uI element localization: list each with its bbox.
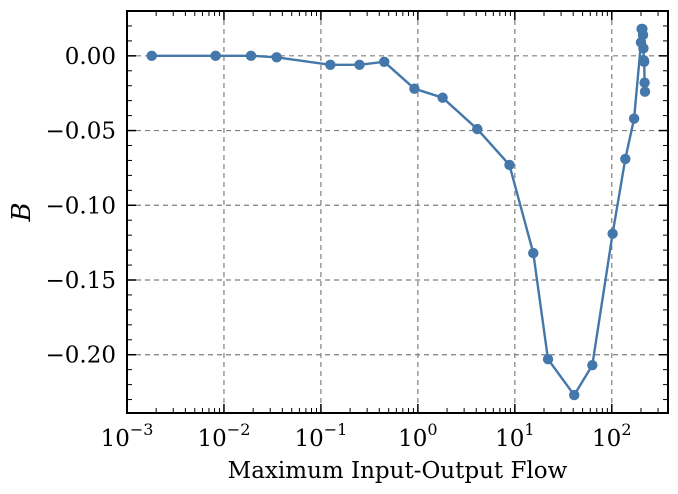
data-point (271, 52, 282, 63)
data-point (245, 50, 257, 62)
data-point (542, 354, 554, 365)
data-point (587, 359, 598, 371)
data-point (409, 83, 420, 94)
x-tick-label: 102 (592, 420, 631, 452)
data-point (638, 43, 649, 54)
x-tick-label: 100 (398, 420, 437, 452)
data-point (639, 56, 650, 68)
data-point (472, 123, 483, 135)
plot-frame (126, 10, 669, 414)
y-tick-label: 0.00 (65, 44, 116, 70)
data-point (569, 389, 580, 401)
x-tick-label: 10−2 (198, 420, 251, 452)
data-point (146, 50, 157, 62)
x-tick-label: 10−1 (294, 420, 347, 452)
y-tick-label: −0.10 (46, 193, 116, 219)
tick-labels: 10−3 10−2 10−1 100 101 102 0.00 −0.05 −0.10 −0.15… (46, 44, 632, 452)
data-point (620, 153, 631, 165)
data-point (607, 228, 618, 239)
data-point (639, 77, 650, 88)
axis-ticks (126, 10, 668, 413)
data-series (146, 23, 651, 401)
data-point (637, 29, 649, 41)
series-line (151, 27, 647, 397)
data-point (379, 56, 390, 68)
y-tick-label: −0.20 (46, 343, 116, 369)
x-tick-label: 10−3 (101, 420, 154, 452)
data-point (437, 92, 448, 103)
data-point (639, 86, 651, 97)
grid-lines (127, 11, 668, 413)
y-tick-label: −0.05 (46, 119, 116, 145)
data-point (210, 50, 221, 62)
y-axis-label: B (7, 202, 37, 222)
x-axis-label: Maximum Input-Output Flow (228, 458, 568, 484)
data-point (504, 159, 515, 171)
data-point (325, 59, 336, 70)
data-point (628, 113, 640, 124)
x-tick-label: 101 (495, 420, 534, 452)
y-tick-label: −0.15 (46, 268, 116, 294)
data-point (354, 59, 365, 70)
data-point (528, 247, 539, 259)
